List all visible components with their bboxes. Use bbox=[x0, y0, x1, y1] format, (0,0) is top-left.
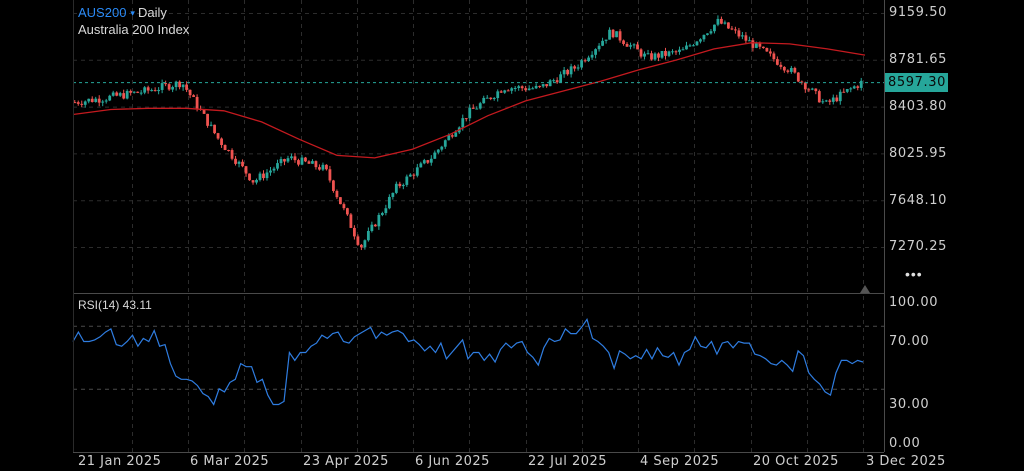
grid-lines bbox=[73, 0, 884, 452]
timeframe-selector[interactable]: Daily bbox=[137, 5, 167, 20]
time-label: 6 Mar 2025 bbox=[190, 454, 270, 469]
price-tick: 7270.25 bbox=[889, 239, 947, 254]
collapse-pane-triangle-icon[interactable] bbox=[860, 285, 870, 293]
time-label: 3 Dec 2025 bbox=[866, 454, 946, 469]
last-price-badge: 8597.30 bbox=[885, 73, 948, 92]
time-label: 22 Jul 2025 bbox=[528, 454, 608, 469]
rsi-indicator-label[interactable]: RSI(14) 43.11 bbox=[78, 298, 152, 312]
time-label: 20 Oct 2025 bbox=[753, 454, 839, 469]
time-label: 6 Jun 2025 bbox=[415, 454, 490, 469]
time-label: 23 Apr 2025 bbox=[303, 454, 389, 469]
price-tick: 8403.80 bbox=[889, 99, 947, 114]
price-tick: 7648.10 bbox=[889, 193, 947, 208]
symbol-selector[interactable]: AUS200 bbox=[78, 5, 127, 20]
chart-header: AUS200 ▾ Daily bbox=[78, 4, 167, 23]
time-label: 4 Sep 2025 bbox=[640, 454, 720, 469]
rsi-tick: 30.00 bbox=[889, 397, 930, 412]
price-tick: 8781.65 bbox=[889, 52, 947, 67]
rsi-line bbox=[72, 318, 864, 406]
instrument-description: Australia 200 Index bbox=[78, 22, 190, 37]
price-tick: 9159.50 bbox=[889, 5, 947, 20]
rsi-tick: 0.00 bbox=[889, 436, 921, 451]
chevron-down-icon[interactable]: ▾ bbox=[130, 8, 135, 18]
time-label: 21 Jan 2025 bbox=[78, 454, 162, 469]
rsi-tick: 100.00 bbox=[889, 295, 939, 310]
rsi-tick: 70.00 bbox=[889, 334, 930, 349]
price-tick: 8025.95 bbox=[889, 146, 947, 161]
moving-average-line bbox=[72, 42, 866, 159]
more-options-icon[interactable]: ••• bbox=[905, 266, 923, 282]
price-candles bbox=[73, 15, 863, 251]
